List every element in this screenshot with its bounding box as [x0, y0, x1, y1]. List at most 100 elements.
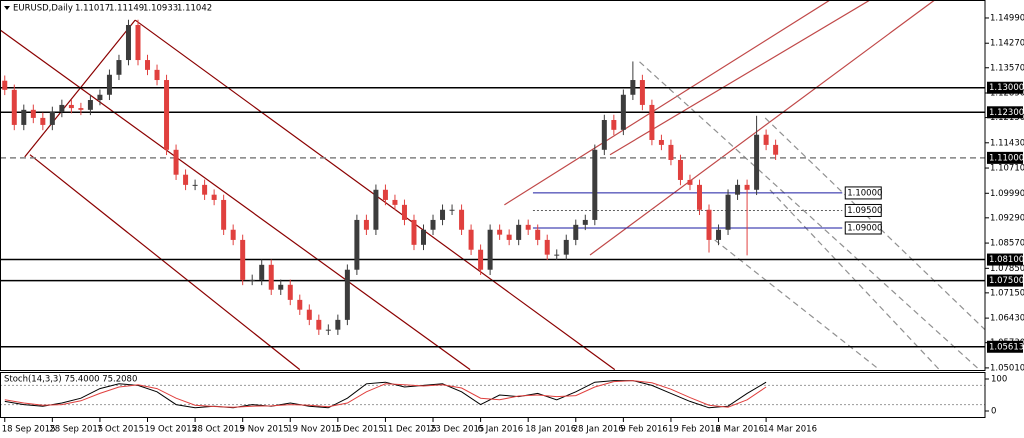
candle-body: [611, 120, 617, 130]
candle-body: [183, 174, 189, 185]
candle-body: [421, 229, 427, 245]
header-value: 1.11042: [177, 4, 212, 14]
y-tick-label: 1.06430: [990, 314, 1024, 324]
y-tick-label: 0: [991, 407, 996, 417]
candle-body: [173, 149, 179, 175]
candle-body: [620, 94, 626, 130]
candle-body: [240, 239, 246, 280]
candle-body: [221, 199, 227, 230]
x-tick-label: 19 Oct 2015: [145, 425, 198, 435]
candle-body: [497, 229, 503, 235]
candle-body: [411, 219, 417, 245]
candle-body: [68, 104, 74, 109]
candle-body: [535, 229, 541, 240]
candle-body: [21, 109, 27, 125]
x-tick-label: 9 Nov 2015: [240, 425, 289, 435]
trend-line: [714, 239, 880, 370]
candle-body: [440, 209, 446, 220]
y-tick-label: 1.11430: [990, 138, 1024, 148]
candle-body: [306, 309, 312, 320]
candle-body: [763, 134, 769, 145]
trend-line: [589, 0, 935, 256]
candle-body: [382, 189, 388, 200]
candle-body: [573, 224, 579, 240]
candle-body: [544, 239, 550, 255]
candle-body: [278, 284, 284, 290]
candle-body: [459, 209, 465, 230]
candle-body: [192, 184, 198, 186]
y-tick-label: 1.09990: [990, 189, 1024, 199]
x-tick-label: 9 Feb 2016: [620, 425, 668, 435]
level-label-box: [844, 203, 882, 217]
candle-body: [59, 104, 65, 112]
candle-body: [392, 199, 398, 205]
candle-body: [706, 209, 712, 240]
level-label-box: [987, 106, 1023, 119]
candle-body: [49, 111, 55, 125]
y-tick-label: 1.07850: [990, 264, 1024, 274]
level-label-box: [987, 253, 1023, 266]
candle-body: [249, 279, 255, 281]
x-tick-label: 1 Dec 2015: [335, 425, 384, 435]
trend-line: [769, 189, 940, 370]
level-label: 1.09500: [847, 206, 882, 216]
candle-body: [754, 134, 760, 190]
trend-line: [29, 154, 301, 370]
y-tick-label: 1.13570: [990, 63, 1024, 73]
level-label: 1.11000: [989, 153, 1024, 163]
y-tick-label: 1.08570: [990, 239, 1024, 249]
candle-body: [630, 80, 636, 95]
candle-body: [449, 209, 455, 211]
candle-body: [525, 224, 531, 230]
candle-body: [363, 219, 369, 230]
x-tick-label: 2 Mar 2016: [716, 425, 764, 435]
candle-body: [211, 194, 217, 200]
candle-body: [335, 319, 341, 330]
level-label: 1.12300: [989, 108, 1024, 118]
y-tick-label: 1.09290: [990, 213, 1024, 223]
candle-body: [716, 229, 722, 240]
candle-body: [287, 284, 293, 300]
trend-line: [0, 29, 471, 370]
stoch-title: Stoch(14,3,3) 75.4000 75.2080: [4, 375, 137, 385]
x-tick-label: 18 Jan 2016: [525, 425, 576, 435]
candle-body: [430, 219, 436, 230]
y-tick-label: 1.10710: [990, 164, 1024, 174]
candle-body: [2, 80, 8, 90]
y-tick-label: 100: [991, 375, 1007, 385]
level-label-box: [987, 274, 1023, 287]
y-tick-label: 1.14270: [990, 39, 1024, 49]
candle-body: [87, 100, 93, 110]
trend-line: [639, 61, 980, 370]
x-tick-label: 28 Oct 2015: [192, 425, 245, 435]
candle-body: [30, 109, 36, 118]
candle-body: [725, 194, 731, 230]
candle-body: [468, 229, 474, 250]
candle-body: [230, 229, 236, 240]
candle-body: [325, 329, 331, 331]
candle-body: [554, 254, 560, 256]
menu-arrow: [4, 6, 10, 10]
header-value: 1.10933: [143, 4, 178, 14]
level-label-box: [987, 151, 1023, 164]
candle-body: [773, 144, 779, 155]
candle-body: [125, 24, 131, 61]
candle-body: [649, 104, 655, 140]
x-tick-label: 6 Jan 2016: [478, 425, 524, 435]
candle-body: [40, 117, 46, 125]
y-tick-label: 1.07150: [990, 288, 1024, 298]
candle-body: [696, 184, 702, 210]
candle-body: [744, 184, 750, 190]
level-label-box: [844, 186, 882, 200]
x-tick-label: 7 Oct 2015: [97, 425, 144, 435]
candle-body: [116, 60, 122, 75]
candle-body: [592, 149, 598, 220]
level-label: 1.10000: [847, 188, 882, 198]
candle-body: [506, 234, 512, 240]
candle-body: [563, 239, 569, 255]
stoch-frame: [0, 372, 986, 418]
candle-body: [344, 269, 350, 320]
candle-body: [677, 159, 683, 180]
